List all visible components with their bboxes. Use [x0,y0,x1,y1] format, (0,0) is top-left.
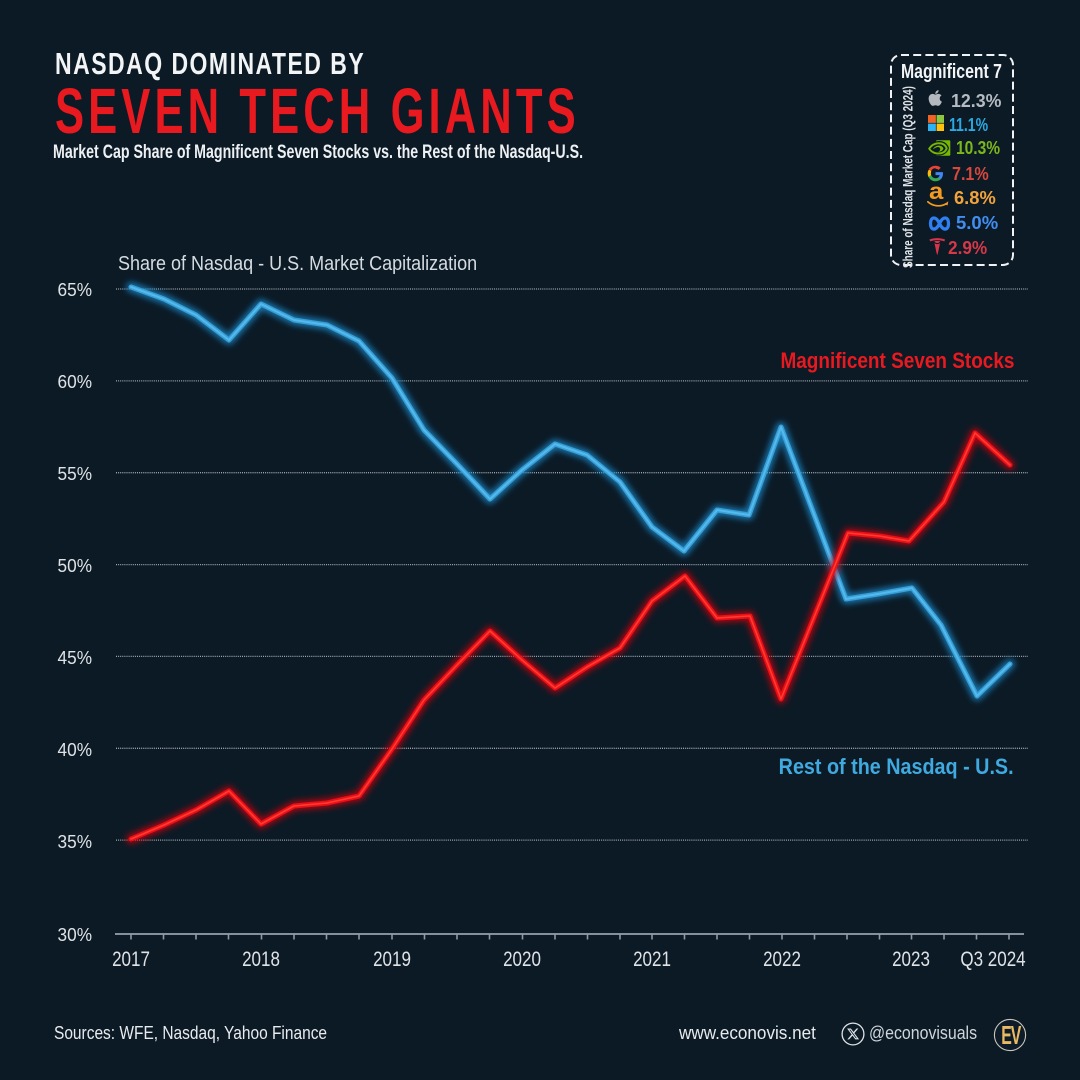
svg-text:EV: EV [1001,1022,1021,1050]
